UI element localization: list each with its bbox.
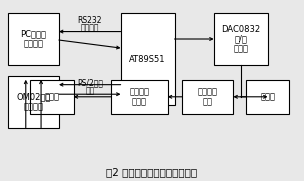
Text: 传输带: 传输带 [45,92,60,101]
Text: 电机: 电机 [203,97,213,106]
Text: PC上位机: PC上位机 [20,30,47,39]
Text: OM02芯片: OM02芯片 [16,93,50,102]
Text: 协议: 协议 [85,87,95,96]
Text: AT89S51: AT89S51 [129,54,166,64]
Text: RS232: RS232 [78,16,102,25]
Bar [182,80,233,114]
Text: 转换器: 转换器 [233,44,248,53]
Text: 数/模: 数/模 [234,35,247,43]
Bar [8,76,59,128]
Text: 串口协议: 串口协议 [81,24,99,33]
Text: 变频器: 变频器 [260,92,275,101]
Bar [214,13,268,65]
Text: PS/2接口: PS/2接口 [77,79,103,87]
Bar [30,80,74,114]
Bar [121,13,174,105]
Bar [8,13,59,65]
Text: 图2 光电鼠标检测控制原理框图: 图2 光电鼠标检测控制原理框图 [106,167,198,177]
Text: 光电鼠标: 光电鼠标 [23,102,43,111]
Bar [111,80,168,114]
Text: 三相异步: 三相异步 [198,87,218,96]
Bar [246,80,289,114]
Text: 记录显示: 记录显示 [23,39,43,48]
Text: 蜗轮蜗杆: 蜗轮蜗杆 [129,87,149,96]
Text: DAC0832: DAC0832 [221,25,260,34]
Text: 减速器: 减速器 [132,97,147,106]
